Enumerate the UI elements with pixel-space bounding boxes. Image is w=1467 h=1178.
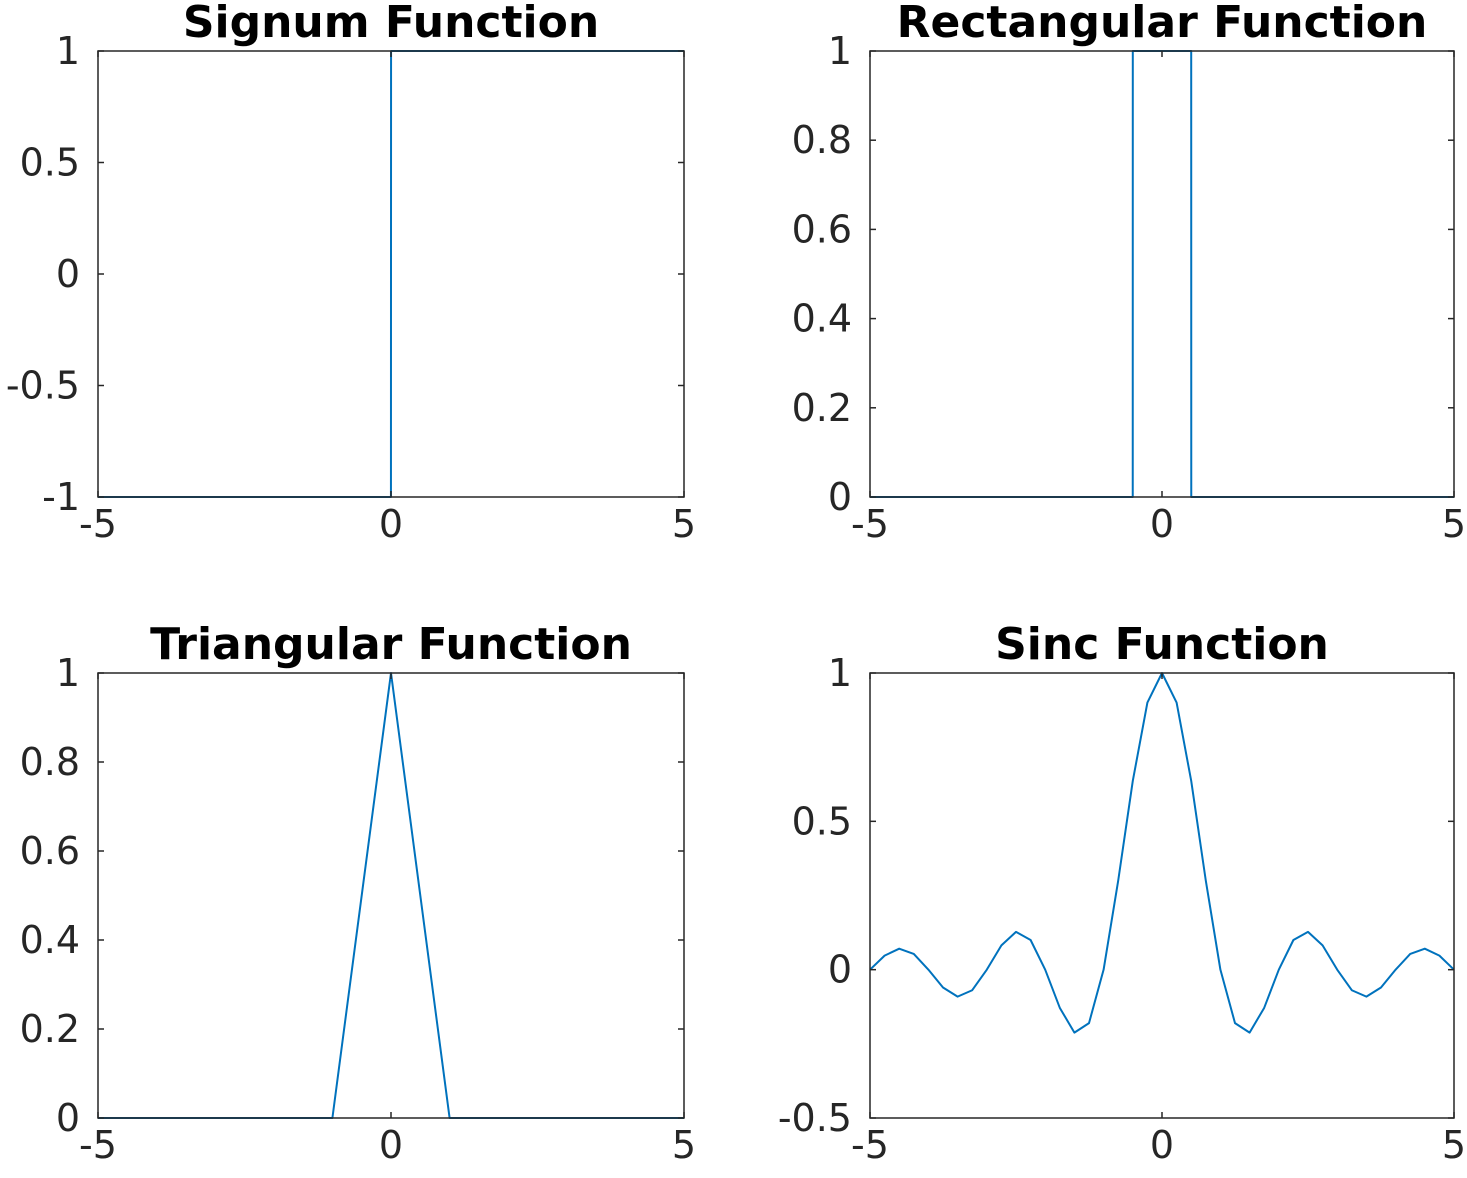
signum-ytick-label: -0.5 bbox=[6, 364, 80, 408]
sinc-axes: Sinc Function -5 0 5 -0.5 0 0.5 1 bbox=[778, 619, 1466, 1167]
sinc-ytick-label: 0.5 bbox=[792, 799, 852, 843]
sinc-ytick-label: -0.5 bbox=[778, 1096, 852, 1140]
rectangular-ytick-label: 0.6 bbox=[792, 207, 852, 251]
sinc-ytick-label: 1 bbox=[828, 651, 852, 695]
triangular-ytick-label: 0.2 bbox=[20, 1007, 80, 1051]
rectangular-ytick-label: 1 bbox=[828, 29, 852, 73]
sinc-axes-box bbox=[869, 672, 1455, 1119]
rectangular-xtick-label: 5 bbox=[1442, 502, 1466, 546]
sinc-xtick-label: 5 bbox=[1442, 1123, 1466, 1167]
signum-series-line bbox=[98, 50, 684, 498]
sinc-series-line bbox=[869, 672, 1455, 1034]
signum-ytick-label: -1 bbox=[42, 475, 80, 519]
triangular-ytick-label: 0.8 bbox=[20, 740, 80, 784]
triangular-axes: Triangular Function-5 0 500.20.40.60.81 bbox=[20, 619, 697, 1167]
triangular-title: Triangular Function bbox=[150, 619, 632, 670]
triangular-series-line bbox=[98, 672, 684, 1119]
signum-axes: Signum Function -5 0 5 -1 -0.5 0 0.5 1 bbox=[6, 0, 696, 546]
rectangular-xtick-label: 0 bbox=[1150, 502, 1174, 546]
rectangular-series-line bbox=[870, 50, 1454, 498]
rectangular-axes-box bbox=[869, 50, 1455, 498]
sinc-xtick-label: -5 bbox=[851, 1123, 889, 1167]
triangular-ytick-label: 0 bbox=[56, 1096, 80, 1140]
rectangular-axes: Rectangular Function-5 0 500.20.40.60.81 bbox=[792, 0, 1467, 546]
signum-ytick-label: 0 bbox=[56, 252, 80, 296]
rectangular-ytick-label: 0.8 bbox=[792, 118, 852, 162]
signum-xtick-label: 0 bbox=[379, 502, 403, 546]
signum-ytick-label: 0.5 bbox=[20, 141, 80, 185]
triangular-ytick-label: 0.6 bbox=[20, 829, 80, 873]
rectangular-ytick-label: 0 bbox=[828, 475, 852, 519]
triangular-xtick-label: -5 bbox=[79, 1123, 117, 1167]
signum-xtick-label: -5 bbox=[79, 502, 117, 546]
rectangular-ytick-label: 0.2 bbox=[792, 386, 852, 430]
sinc-xtick-label: 0 bbox=[1150, 1123, 1174, 1167]
signum-ytick-label: 1 bbox=[56, 29, 80, 73]
triangular-xtick-label: 5 bbox=[672, 1123, 696, 1167]
signum-title: Signum Function bbox=[183, 0, 599, 48]
triangular-ytick-label: 0.4 bbox=[20, 918, 80, 962]
sinc-title: Sinc Function bbox=[995, 619, 1329, 670]
rectangular-title: Rectangular Function bbox=[897, 0, 1428, 48]
triangular-ytick-label: 1 bbox=[56, 651, 80, 695]
rectangular-xtick-label: -5 bbox=[851, 502, 889, 546]
triangular-xtick-label: 0 bbox=[379, 1123, 403, 1167]
signum-xtick-label: 5 bbox=[672, 502, 696, 546]
sinc-ytick-label: 0 bbox=[828, 948, 852, 992]
triangular-axes-box bbox=[97, 672, 685, 1119]
rectangular-ytick-label: 0.4 bbox=[792, 297, 852, 341]
